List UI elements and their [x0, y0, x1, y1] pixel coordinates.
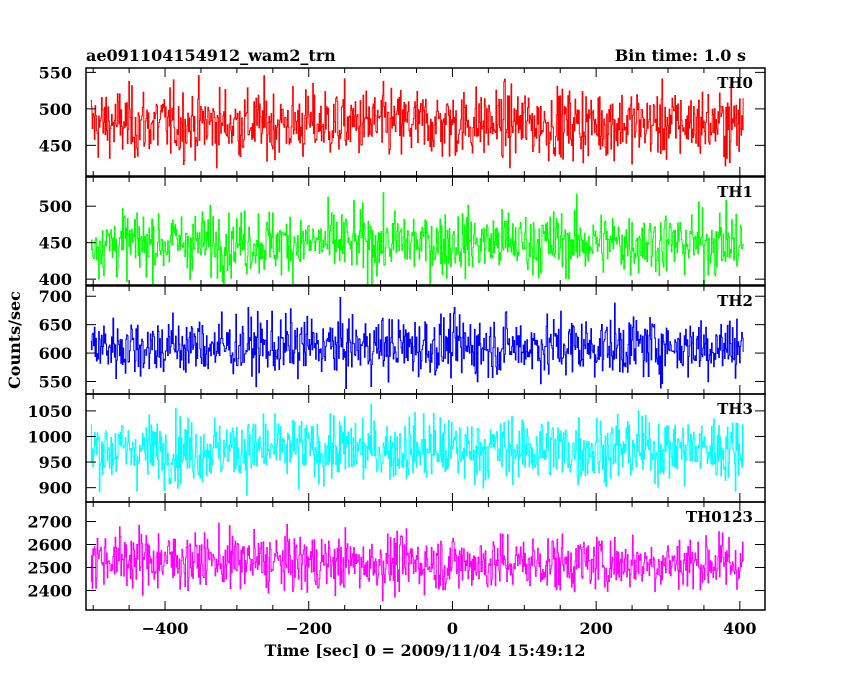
y-tick-label: 600: [39, 344, 72, 363]
y-tick-label: 500: [39, 100, 72, 119]
panel-label: TH2: [717, 292, 753, 310]
y-tick-label: 500: [39, 197, 72, 216]
panel-frame: [85, 501, 766, 611]
panel-th0123: 2400 2500 2600 2700 TH0123: [27, 501, 766, 611]
x-tick-label: 200: [579, 619, 612, 638]
y-tick-label: 550: [39, 372, 72, 391]
panel-label: TH0: [717, 74, 753, 92]
series-line-th0123: [90, 522, 744, 602]
series-line-th2: [90, 296, 744, 389]
y-tick-label: 950: [39, 453, 72, 472]
y-tick-label: 450: [39, 136, 72, 155]
y-tick-label: 900: [39, 479, 72, 498]
panel-label: TH0123: [686, 508, 753, 526]
chart-title: ae091104154912_wam2_trn: [86, 46, 336, 65]
y-tick-label: 1050: [27, 402, 72, 421]
x-tick-label: −400: [142, 619, 189, 638]
series-line-th1: [90, 192, 744, 285]
y-tick-label: 2600: [27, 536, 72, 555]
y-axis-label: Counts/sec: [5, 291, 24, 389]
y-tick-label: 2700: [27, 513, 72, 532]
panel-frame: [85, 67, 766, 177]
series-line-th3: [90, 404, 744, 496]
x-tick-label: 400: [723, 619, 756, 638]
panel-label: TH1: [717, 183, 753, 201]
y-tick-label: 1000: [27, 427, 72, 446]
panel-frame: [85, 176, 766, 286]
x-axis-label: Time [sec] 0 = 2009/11/04 15:49:12: [265, 641, 586, 660]
x-tick-label: 0: [447, 619, 458, 638]
x-tick-label: −200: [285, 619, 332, 638]
y-tick-label: 400: [39, 270, 72, 289]
series-line-th0: [90, 75, 744, 169]
panel-label: TH3: [717, 400, 753, 418]
panel-th1: 400 450 500 TH1: [39, 176, 766, 289]
bin-time-label: Bin time: 1.0 s: [615, 46, 746, 65]
panel-th2: 550 600 650 700 TH2: [39, 285, 766, 395]
y-tick-label: 2500: [27, 558, 72, 577]
panel-th0: 450 500 550 TH0: [39, 63, 766, 177]
y-tick-label: 2400: [27, 581, 72, 600]
y-tick-label: 550: [39, 63, 72, 82]
y-tick-label: 700: [39, 287, 72, 306]
panels-group: 450 500 550 TH0 400 450 500 TH1 550 600 650 700 TH2 9…: [27, 63, 766, 638]
y-tick-label: 650: [39, 316, 72, 335]
panel-th3: 900 950 1000 1050 TH3: [27, 393, 766, 503]
y-tick-label: 450: [39, 234, 72, 253]
